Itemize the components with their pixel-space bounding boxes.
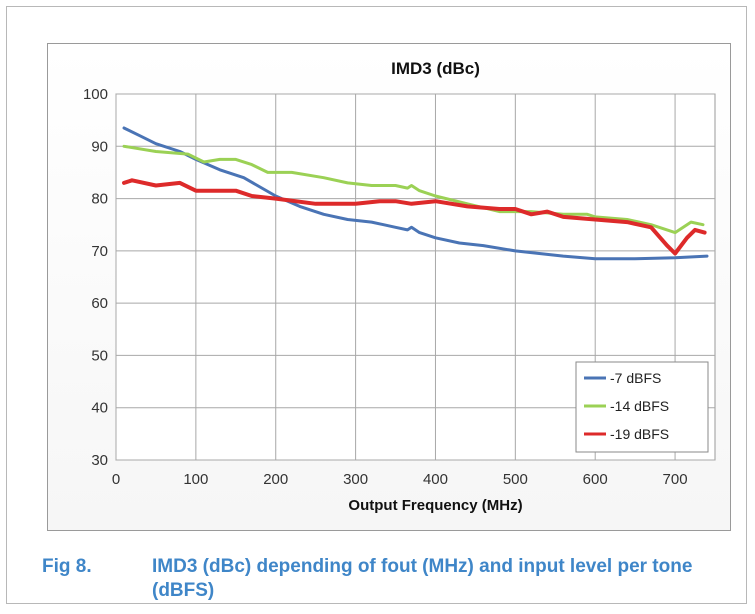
x-tick-label: 200 <box>263 471 288 488</box>
y-tick-label: 40 <box>91 400 108 417</box>
y-tick-label: 50 <box>91 347 108 364</box>
series-line-3 <box>122 178 707 256</box>
chart-area: 30 40 50 60 70 80 90 100 0 100 200 300 400 500 600 700 I… <box>47 43 731 531</box>
figure-frame: 30 40 50 60 70 80 90 100 0 100 200 300 400 500 600 700 I… <box>6 6 747 604</box>
y-tick-label: 100 <box>83 86 108 103</box>
x-tick-label: 100 <box>183 471 208 488</box>
line-chart: 30 40 50 60 70 80 90 100 0 100 200 300 400 500 600 700 I… <box>83 59 716 514</box>
figure-number: Fig 8. <box>42 556 92 577</box>
legend-label: -7 dBFS <box>610 370 661 386</box>
series-line-2 <box>122 144 705 235</box>
x-tick-label: 0 <box>112 471 120 488</box>
x-tick-label: 700 <box>663 471 688 488</box>
y-tick-label: 70 <box>91 243 108 260</box>
y-tick-label: 90 <box>91 138 108 155</box>
x-tick-label: 500 <box>503 471 528 488</box>
y-tick-label: 30 <box>91 452 108 469</box>
legend-label: -19 dBFS <box>610 426 669 442</box>
x-tick-label: 600 <box>583 471 608 488</box>
figure-caption-text: IMD3 (dBc) depending of fout (MHz) and i… <box>152 556 693 601</box>
chart-title: IMD3 (dBc) <box>391 59 480 78</box>
x-axis-title: Output Frequency (MHz) <box>348 497 522 514</box>
legend-label: -14 dBFS <box>610 398 669 414</box>
x-tick-label: 400 <box>423 471 448 488</box>
y-tick-label: 60 <box>91 295 108 312</box>
y-tick-label: 80 <box>91 191 108 208</box>
x-tick-label: 300 <box>343 471 368 488</box>
